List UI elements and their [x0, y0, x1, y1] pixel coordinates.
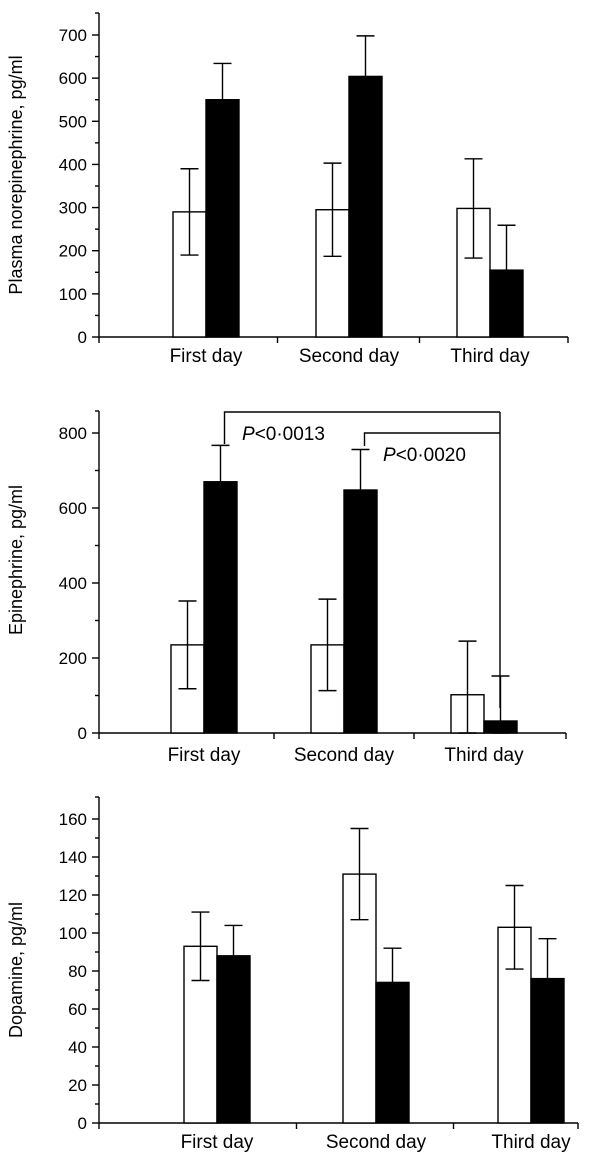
y-tick-label: 600 — [59, 69, 87, 88]
significance-bracket — [363, 432, 500, 446]
y-tick-label: 100 — [59, 924, 87, 943]
bar-filled-3 — [530, 977, 565, 1124]
y-tick-label: 20 — [68, 1076, 87, 1095]
p-symbol: P — [383, 445, 396, 466]
y-tick-label: 120 — [59, 886, 87, 905]
y-tick-label: 200 — [59, 242, 87, 261]
y-tick-label: 140 — [59, 848, 87, 867]
y-axis-title: Epinephrine, pg/ml — [6, 485, 26, 635]
y-tick-label: 100 — [59, 285, 87, 304]
y-tick-label: 400 — [59, 574, 87, 593]
y-tick-label: 200 — [59, 649, 87, 668]
y-axis-title: Plasma norepinephrine, pg/ml — [6, 55, 26, 294]
y-tick-label: 0 — [78, 1114, 87, 1133]
x-category-label: Second day — [326, 1132, 427, 1153]
p-value: <0·0013 — [255, 424, 325, 445]
y-tick-label: 0 — [78, 328, 87, 347]
y-tick-label: 40 — [68, 1038, 87, 1057]
y-tick-label: 800 — [59, 424, 87, 443]
x-category-label: First day — [168, 745, 241, 766]
chart-panel-3: 0 20 40 60 80 100 120 140 160 First day Second day… — [6, 796, 579, 1153]
y-tick-label: 160 — [59, 810, 87, 829]
significance-bracket — [223, 411, 500, 444]
bar-filled-1 — [203, 481, 238, 734]
y-tick-label: 60 — [68, 1000, 87, 1019]
x-category-label: Third day — [450, 346, 530, 367]
p-value-label: P<0·0013 — [242, 424, 325, 445]
x-category-label: Third day — [491, 1132, 571, 1153]
p-symbol: P — [242, 424, 255, 445]
p-value: <0·0020 — [396, 445, 466, 466]
x-category-label: Second day — [294, 745, 395, 766]
y-tick-label: 600 — [59, 499, 87, 518]
y-tick-label: 700 — [59, 26, 87, 45]
y-tick-label: 500 — [59, 112, 87, 131]
x-category-label: First day — [181, 1132, 254, 1153]
y-tick-label: 0 — [78, 724, 87, 743]
x-category-label: Third day — [444, 745, 524, 766]
x-category-label: Second day — [299, 346, 400, 367]
y-tick-label: 300 — [59, 199, 87, 218]
p-value-label: P<0·0020 — [383, 445, 466, 466]
x-category-label: First day — [170, 346, 243, 367]
y-axis-title: Dopamine, pg/ml — [6, 902, 26, 1038]
chart-panel-2: 0 200 400 600 800 First day Second day Third da… — [6, 410, 567, 766]
chart-panel-1: 0 100 200 300 400 500 600 700 First day Second da… — [6, 12, 569, 367]
bar-filled-2 — [348, 75, 383, 338]
y-tick-label: 80 — [68, 962, 87, 981]
y-tick-label: 400 — [59, 155, 87, 174]
bar-filled-1 — [205, 99, 240, 338]
